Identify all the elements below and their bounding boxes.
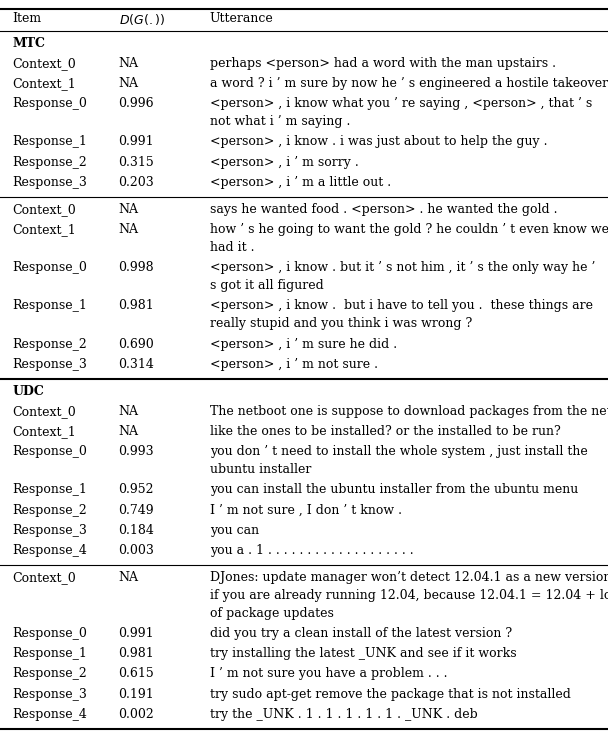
Text: you don ’ t need to install the whole system , just install the: you don ’ t need to install the whole sy… — [210, 445, 587, 458]
Text: ubuntu installer: ubuntu installer — [210, 463, 311, 476]
Text: 0.203: 0.203 — [119, 175, 154, 189]
Text: Response_2: Response_2 — [12, 668, 87, 680]
Text: 0.184: 0.184 — [119, 524, 154, 537]
Text: Context_1: Context_1 — [12, 223, 76, 236]
Text: MTC: MTC — [12, 37, 45, 50]
Text: Context_1: Context_1 — [12, 425, 76, 438]
Text: try the _UNK . 1 . 1 . 1 . 1 . 1 . _UNK . deb: try the _UNK . 1 . 1 . 1 . 1 . 1 . _UNK … — [210, 708, 477, 720]
Text: Context_0: Context_0 — [12, 571, 76, 584]
Text: NA: NA — [119, 571, 139, 584]
Text: UDC: UDC — [12, 385, 44, 398]
Text: NA: NA — [119, 425, 139, 438]
Text: Response_4: Response_4 — [12, 544, 87, 557]
Text: <person> , i ’ m not sure .: <person> , i ’ m not sure . — [210, 358, 378, 370]
Text: Response_2: Response_2 — [12, 156, 87, 169]
Text: Utterance: Utterance — [210, 12, 274, 25]
Text: Item: Item — [12, 12, 41, 25]
Text: Response_0: Response_0 — [12, 627, 87, 640]
Text: Response_3: Response_3 — [12, 358, 87, 370]
Text: <person> , i know . i was just about to help the guy .: <person> , i know . i was just about to … — [210, 135, 547, 148]
Text: 0.993: 0.993 — [119, 445, 154, 458]
Text: Context_0: Context_0 — [12, 405, 76, 418]
Text: Response_0: Response_0 — [12, 445, 87, 458]
Text: Response_4: Response_4 — [12, 708, 87, 720]
Text: Response_1: Response_1 — [12, 299, 87, 312]
Text: 0.615: 0.615 — [119, 668, 154, 680]
Text: a word ? i ’ m sure by now he ’ s engineered a hostile takeover .: a word ? i ’ m sure by now he ’ s engine… — [210, 77, 608, 90]
Text: <person> , i know what you ’ re saying , <person> , that ’ s: <person> , i know what you ’ re saying ,… — [210, 98, 592, 110]
Text: 0.952: 0.952 — [119, 483, 154, 497]
Text: not what i ’ m saying .: not what i ’ m saying . — [210, 116, 350, 129]
Text: 0.690: 0.690 — [119, 337, 154, 351]
Text: <person> , i know .  but i have to tell you .  these things are: <person> , i know . but i have to tell y… — [210, 299, 593, 312]
Text: Response_1: Response_1 — [12, 647, 87, 660]
Text: Response_3: Response_3 — [12, 687, 87, 701]
Text: really stupid and you think i was wrong ?: really stupid and you think i was wrong … — [210, 318, 472, 330]
Text: 0.991: 0.991 — [119, 135, 154, 148]
Text: NA: NA — [119, 203, 139, 215]
Text: 0.996: 0.996 — [119, 98, 154, 110]
Text: 0.314: 0.314 — [119, 358, 154, 370]
Text: Context_0: Context_0 — [12, 203, 76, 215]
Text: <person> , i ’ m a little out .: <person> , i ’ m a little out . — [210, 175, 391, 189]
Text: Response_3: Response_3 — [12, 524, 87, 537]
Text: says he wanted food . <person> . he wanted the gold .: says he wanted food . <person> . he want… — [210, 203, 558, 215]
Text: The netboot one is suppose to download packages from the net.: The netboot one is suppose to download p… — [210, 405, 608, 418]
Text: you can install the ubuntu installer from the ubuntu menu: you can install the ubuntu installer fro… — [210, 483, 578, 497]
Text: Response_0: Response_0 — [12, 261, 87, 274]
Text: <person> , i ’ m sure he did .: <person> , i ’ m sure he did . — [210, 337, 397, 351]
Text: Context_1: Context_1 — [12, 77, 76, 90]
Text: $D(G(.))$: $D(G(.))$ — [119, 12, 165, 27]
Text: 0.991: 0.991 — [119, 627, 154, 640]
Text: s got it all figured: s got it all figured — [210, 279, 323, 293]
Text: Response_1: Response_1 — [12, 483, 87, 497]
Text: 0.003: 0.003 — [119, 544, 154, 557]
Text: NA: NA — [119, 223, 139, 236]
Text: if you are already running 12.04, because 12.04.1 = 12.04 + lots: if you are already running 12.04, becaus… — [210, 589, 608, 602]
Text: perhaps <person> had a word with the man upstairs .: perhaps <person> had a word with the man… — [210, 57, 556, 70]
Text: Response_0: Response_0 — [12, 98, 87, 110]
Text: Context_0: Context_0 — [12, 57, 76, 70]
Text: 0.315: 0.315 — [119, 156, 154, 169]
Text: Response_1: Response_1 — [12, 135, 87, 148]
Text: 0.749: 0.749 — [119, 503, 154, 516]
Text: like the ones to be installed? or the installed to be run?: like the ones to be installed? or the in… — [210, 425, 561, 438]
Text: 0.981: 0.981 — [119, 299, 154, 312]
Text: NA: NA — [119, 57, 139, 70]
Text: 0.998: 0.998 — [119, 261, 154, 274]
Text: you can: you can — [210, 524, 259, 537]
Text: 0.981: 0.981 — [119, 647, 154, 660]
Text: <person> , i ’ m sorry .: <person> , i ’ m sorry . — [210, 156, 359, 169]
Text: 0.002: 0.002 — [119, 708, 154, 720]
Text: <person> , i know . but it ’ s not him , it ’ s the only way he ’: <person> , i know . but it ’ s not him ,… — [210, 261, 595, 274]
Text: DJones: update manager won’t detect 12.04.1 as a new version: DJones: update manager won’t detect 12.0… — [210, 571, 608, 584]
Text: 0.191: 0.191 — [119, 687, 154, 701]
Text: you a . 1 . . . . . . . . . . . . . . . . . . .: you a . 1 . . . . . . . . . . . . . . . … — [210, 544, 413, 557]
Text: of package updates: of package updates — [210, 607, 334, 620]
Text: Response_3: Response_3 — [12, 175, 87, 189]
Text: try installing the latest _UNK and see if it works: try installing the latest _UNK and see i… — [210, 647, 516, 660]
Text: did you try a clean install of the latest version ?: did you try a clean install of the lates… — [210, 627, 512, 640]
Text: NA: NA — [119, 77, 139, 90]
Text: Response_2: Response_2 — [12, 503, 87, 516]
Text: had it .: had it . — [210, 241, 254, 254]
Text: NA: NA — [119, 405, 139, 418]
Text: I ’ m not sure , I don ’ t know .: I ’ m not sure , I don ’ t know . — [210, 503, 402, 516]
Text: Response_2: Response_2 — [12, 337, 87, 351]
Text: try sudo apt-get remove the package that is not installed: try sudo apt-get remove the package that… — [210, 687, 571, 701]
Text: I ’ m not sure you have a problem . . .: I ’ m not sure you have a problem . . . — [210, 668, 447, 680]
Text: how ’ s he going to want the gold ? he couldn ’ t even know we: how ’ s he going to want the gold ? he c… — [210, 223, 608, 236]
